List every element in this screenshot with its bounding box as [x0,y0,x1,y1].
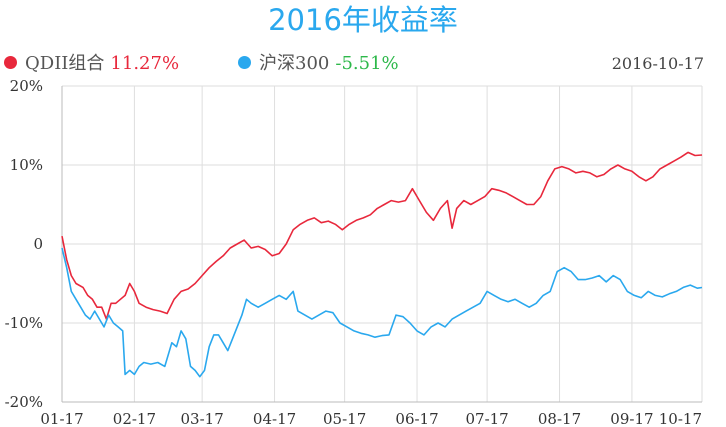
legend-item-qdii[interactable]: QDII组合 11.27% [4,50,179,78]
legend-item-hs300[interactable]: 沪深300 -5.51% [238,50,399,78]
hs300-legend-value: -5.51% [335,53,399,74]
x-tick-label: 03-17 [181,410,224,427]
legend: QDII组合 11.27% 沪深300 -5.51% [0,50,726,78]
x-tick-label: 08-17 [538,410,581,427]
hs300-series-line [61,247,703,378]
qdii-legend-label: QDII组合 [25,53,105,74]
y-tick-label: -10% [5,314,43,332]
y-tick-label: -20% [5,393,43,411]
y-tick-label: 20% [10,77,43,95]
y-tick-label: 0 [33,235,43,253]
x-tick-label: 04-17 [253,410,296,427]
x-tick-label: 10-17 [659,410,702,427]
hs300-legend-marker [238,56,251,69]
chart-title: 2016年收益率 [268,3,458,37]
hs300-legend-label: 沪深300 [259,53,330,74]
x-tick-label: 09-17 [610,410,653,427]
x-tick-label: 07-17 [465,410,508,427]
x-tick-label: 05-17 [323,410,366,427]
qdii-legend-value: 11.27% [110,53,180,74]
x-tick-label: 02-17 [113,410,156,427]
as-of-date: 2016-10-17 [611,54,704,73]
x-tick-label: 06-17 [395,410,438,427]
qdii-series-line [61,151,703,320]
x-tick-label: 01-17 [40,410,83,427]
y-tick-label: 10% [10,156,43,174]
qdii-legend-marker [4,56,17,69]
